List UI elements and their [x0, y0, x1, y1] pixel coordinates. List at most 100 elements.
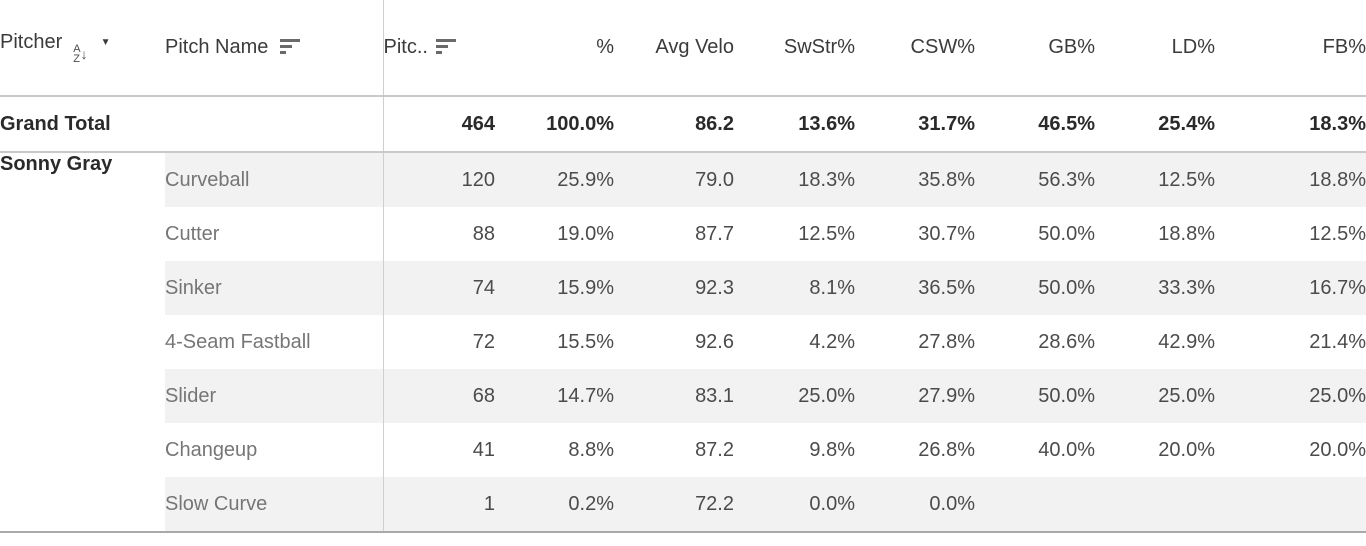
pct-cell[interactable]: 0.2% [495, 477, 614, 532]
sort-descending-icon[interactable] [280, 39, 301, 54]
gb-cell[interactable] [975, 477, 1095, 532]
pct-cell[interactable]: 19.0% [557, 222, 614, 245]
csw-cell[interactable]: 36.5% [855, 261, 975, 315]
table-row: Slider 68 14.7% 83.1 25.0% 27.9% 50.0% 2… [0, 369, 1366, 423]
gb-cell[interactable]: 56.3% [975, 152, 1095, 207]
csw-cell[interactable]: 35.8% [855, 152, 975, 207]
table-row: Changeup 41 8.8% 87.2 9.8% 26.8% 40.0% 2… [0, 423, 1366, 477]
pitch-name-cell[interactable]: Slow Curve [165, 477, 383, 532]
table-row: Sonny Gray Curveball 120 25.9% 79.0 18.3… [0, 152, 1366, 532]
header-row: Pitcher A Z ↓ ▼ Pitch Name Pitc.. % Avg Velo… [0, 0, 1366, 97]
gb-cell[interactable]: 28.6% [1038, 330, 1095, 353]
pitches-column-header[interactable]: Pitc.. [382, 0, 495, 97]
gb-column-header[interactable]: GB% [975, 0, 1095, 97]
pitch-name-header-label: Pitch Name [165, 36, 269, 58]
sort-alpha-z: Z [73, 53, 80, 65]
avg-velo-cell[interactable]: 83.1 [614, 369, 734, 423]
pitcher-header-label: Pitcher [0, 31, 63, 53]
avg-velo-cell[interactable]: 79.0 [614, 152, 734, 207]
ld-cell[interactable]: 33.3% [1095, 261, 1215, 315]
avg-velo-cell[interactable]: 87.7 [695, 222, 734, 245]
ld-cell[interactable]: 25.4% [1095, 96, 1215, 153]
pct-cell[interactable]: 100.0% [495, 96, 614, 153]
fb-cell[interactable]: 18.3% [1215, 96, 1366, 153]
swstr-cell[interactable]: 8.1% [734, 261, 855, 315]
sort-alpha-a: A [73, 43, 81, 55]
pitches-cell[interactable]: 88 [382, 207, 495, 261]
fb-cell[interactable]: 12.5% [1309, 222, 1366, 245]
pitches-header-label: Pitc.. [383, 36, 428, 58]
ld-cell[interactable]: 18.8% [1158, 222, 1215, 245]
swstr-cell[interactable]: 12.5% [798, 222, 855, 245]
pitch-name-cell[interactable]: Slider [165, 369, 383, 423]
pitches-cell[interactable]: 1 [382, 477, 495, 532]
swstr-cell[interactable]: 18.3% [734, 152, 855, 207]
avg-velo-cell[interactable]: 72.2 [614, 477, 734, 532]
pitcher-column-header[interactable]: Pitcher A Z ↓ ▼ [0, 0, 165, 97]
ld-cell[interactable]: 20.0% [1158, 438, 1215, 461]
pitches-cell[interactable]: 68 [382, 369, 495, 423]
gb-cell[interactable]: 50.0% [1038, 222, 1095, 245]
pitcher-name-cell[interactable]: Sonny Gray [0, 152, 165, 532]
csw-cell[interactable]: 27.9% [855, 369, 975, 423]
ld-cell[interactable]: 42.9% [1158, 330, 1215, 353]
pitch-name-cell[interactable]: Sinker [165, 261, 383, 315]
csw-column-header[interactable]: CSW% [855, 0, 975, 97]
gb-cell[interactable]: 50.0% [975, 261, 1095, 315]
table-row: Cutter 88 19.0% 87.7 12.5% 30.7% 50.0% 1… [0, 207, 1366, 261]
gb-cell[interactable]: 40.0% [1038, 438, 1095, 461]
swstr-cell[interactable]: 4.2% [809, 330, 855, 353]
swstr-cell[interactable]: 0.0% [734, 477, 855, 532]
pitch-name-cell[interactable]: Cutter [165, 222, 220, 245]
grand-total-row: Grand Total 464 100.0% 86.2 13.6% 31.7% … [0, 96, 1366, 153]
gb-cell[interactable]: 46.5% [975, 96, 1095, 153]
gb-cell[interactable]: 50.0% [975, 369, 1095, 423]
fb-cell[interactable]: 16.7% [1215, 261, 1366, 315]
fb-cell[interactable]: 20.0% [1309, 438, 1366, 461]
swstr-cell[interactable]: 13.6% [734, 96, 855, 153]
swstr-cell[interactable]: 25.0% [734, 369, 855, 423]
fb-cell[interactable]: 25.0% [1215, 369, 1366, 423]
pitch-name-cell[interactable]: Curveball [165, 152, 383, 207]
pct-cell[interactable]: 14.7% [495, 369, 614, 423]
avg-velo-cell[interactable]: 87.2 [695, 438, 734, 461]
pitches-cell[interactable]: 464 [382, 96, 495, 153]
csw-cell[interactable]: 0.0% [855, 477, 975, 532]
swstr-cell[interactable]: 9.8% [809, 438, 855, 461]
csw-cell[interactable]: 26.8% [918, 438, 975, 461]
pct-cell[interactable]: 15.9% [495, 261, 614, 315]
ld-cell[interactable]: 12.5% [1095, 152, 1215, 207]
pct-cell[interactable]: 15.5% [557, 330, 614, 353]
ld-column-header[interactable]: LD% [1095, 0, 1215, 97]
pitches-cell[interactable]: 41 [382, 423, 495, 477]
avg-velo-cell[interactable]: 92.6 [695, 330, 734, 353]
avg-velo-cell[interactable]: 86.2 [614, 96, 734, 153]
pct-cell[interactable]: 25.9% [495, 152, 614, 207]
pct-cell[interactable]: 8.8% [568, 438, 614, 461]
csw-cell[interactable]: 30.7% [918, 222, 975, 245]
pitch-name-cell[interactable]: 4-Seam Fastball [165, 330, 311, 353]
fb-cell[interactable]: 21.4% [1309, 330, 1366, 353]
fb-column-header[interactable]: FB% [1215, 0, 1366, 97]
fb-cell[interactable] [1215, 477, 1366, 532]
grand-total-label[interactable]: Grand Total [0, 96, 383, 153]
swstr-column-header[interactable]: SwStr% [734, 0, 855, 97]
fb-cell[interactable]: 18.8% [1215, 152, 1366, 207]
pct-column-header[interactable]: % [495, 0, 614, 97]
pitch-name-cell[interactable]: Changeup [165, 438, 258, 461]
ld-cell[interactable]: 25.0% [1095, 369, 1215, 423]
table-row: Sinker 74 15.9% 92.3 8.1% 36.5% 50.0% 33… [0, 261, 1366, 315]
ld-cell[interactable] [1095, 477, 1215, 532]
pitches-cell[interactable]: 74 [382, 261, 495, 315]
sort-descending-icon[interactable] [435, 39, 457, 54]
pitch-name-column-header[interactable]: Pitch Name [165, 0, 383, 97]
csw-cell[interactable]: 31.7% [855, 96, 975, 153]
csw-cell[interactable]: 27.8% [918, 330, 975, 353]
sort-alphabetical-icon[interactable]: A Z ↓ [73, 43, 87, 65]
pitches-cell[interactable]: 120 [382, 152, 495, 207]
dropdown-caret-icon[interactable]: ▼ [100, 37, 111, 48]
pitches-cell[interactable]: 72 [382, 315, 495, 369]
avg-velo-cell[interactable]: 92.3 [614, 261, 734, 315]
avg-velo-column-header[interactable]: Avg Velo [614, 0, 734, 97]
